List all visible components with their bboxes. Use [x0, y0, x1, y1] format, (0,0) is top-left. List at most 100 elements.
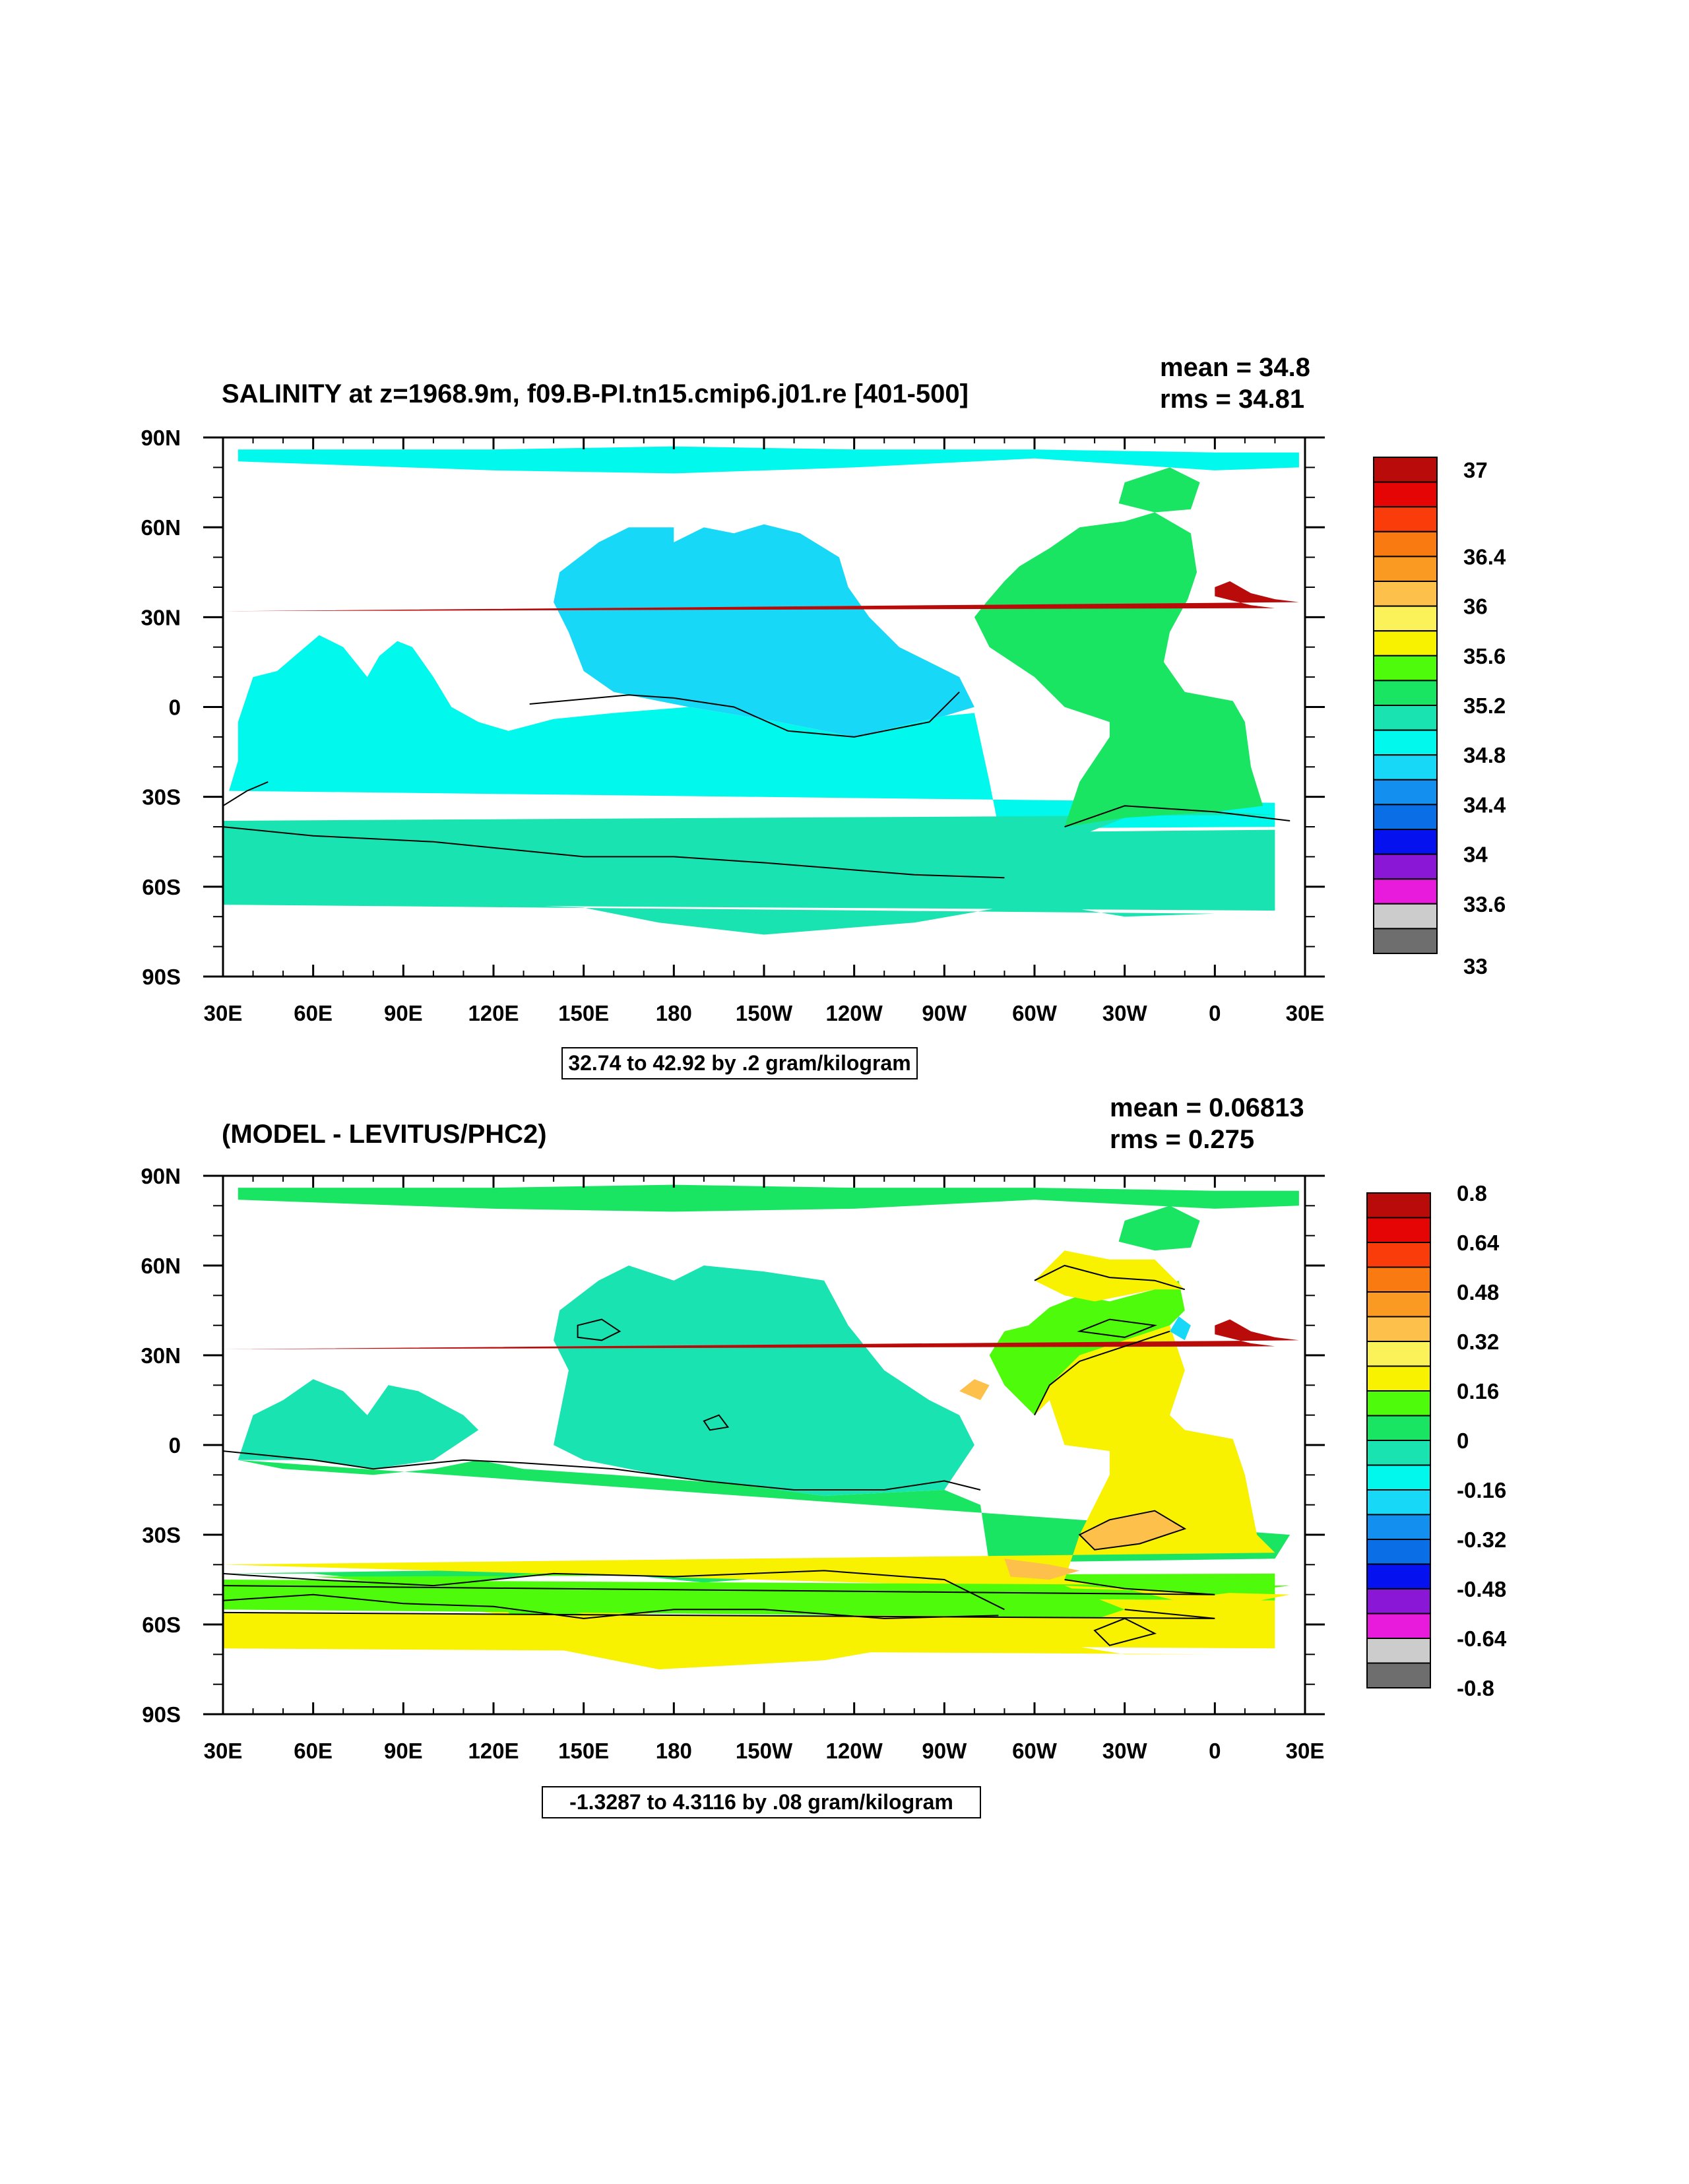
x-tick-label: 0 [1209, 1739, 1221, 1763]
y-tick-label: 30N [141, 1343, 181, 1368]
contour-loop [1093, 1617, 1157, 1646]
legend-swatch [1373, 530, 1438, 558]
contour-loop [703, 1414, 730, 1431]
legend-label: 0.48 [1457, 1280, 1499, 1304]
x-tick-label: 60W [1012, 1001, 1058, 1025]
x-tick-label: 60E [294, 1739, 333, 1763]
legend-swatch [1366, 1217, 1431, 1243]
legend-label: 0.64 [1457, 1231, 1500, 1255]
x-tick-label: 90E [384, 1001, 423, 1025]
ocean-region [959, 1379, 990, 1400]
legend-swatch [1373, 804, 1438, 831]
x-tick-label: 30E [1286, 1001, 1325, 1025]
contour-line [223, 826, 1005, 879]
legend-swatch [1366, 1415, 1431, 1441]
legend-label: 34.4 [1463, 792, 1506, 817]
contour-line [223, 1579, 1215, 1595]
legend-swatch [1373, 630, 1438, 657]
contour-line [1034, 1330, 1170, 1416]
contour-line [223, 781, 269, 807]
ocean-region [223, 1609, 1215, 1655]
y-tick-label: 60N [141, 515, 181, 540]
x-tick-label: 180 [656, 1739, 692, 1763]
legend-swatch [1373, 705, 1438, 731]
legend-label: -0.64 [1457, 1626, 1507, 1651]
legend-swatch [1366, 1440, 1431, 1466]
legend-swatch [1366, 1266, 1431, 1293]
legend-label: -0.16 [1457, 1478, 1506, 1502]
legend-swatch [1373, 779, 1438, 806]
footer-box [542, 1786, 981, 1818]
legend-swatch [1366, 1514, 1431, 1540]
x-tick-label: 30E [204, 1739, 243, 1763]
x-tick-label: 120E [468, 1001, 519, 1025]
legend-label: 33 [1463, 954, 1488, 979]
x-tick-label: 30E [204, 1001, 243, 1025]
legend-swatch [1366, 1638, 1431, 1664]
ocean-region [989, 1280, 1185, 1415]
x-tick-label: 60W [1012, 1739, 1058, 1763]
legend-swatch [1366, 1464, 1431, 1491]
mean-stat: mean = 34.8 [1160, 353, 1310, 382]
x-tick-label: 90E [384, 1739, 423, 1763]
legend-swatch [1373, 457, 1438, 483]
legend-swatch [1366, 1588, 1431, 1615]
legend-label: -0.32 [1457, 1527, 1506, 1552]
legend-swatch [1373, 853, 1438, 880]
legend-swatch [1373, 729, 1438, 756]
y-tick-label: 90S [142, 1702, 181, 1727]
legend-swatch [1373, 903, 1438, 930]
x-tick-label: 120W [826, 1739, 883, 1763]
legend-swatch [1366, 1662, 1431, 1688]
contour-line [223, 1570, 1005, 1611]
legend-swatch [1366, 1613, 1431, 1639]
legend-label: 34.8 [1463, 743, 1506, 767]
legend-label: 0.32 [1457, 1330, 1499, 1354]
x-tick-label: 30W [1102, 1001, 1148, 1025]
ocean-region [223, 812, 1275, 935]
ocean-region [1170, 1316, 1191, 1341]
legend-swatch [1373, 506, 1438, 532]
footer-box [561, 1047, 918, 1079]
x-tick-label: 30W [1102, 1739, 1148, 1763]
legend-swatch [1366, 1291, 1431, 1318]
x-tick-label: 180 [656, 1001, 692, 1025]
legend-label: 0.8 [1457, 1181, 1487, 1205]
contour-loop [1078, 1510, 1187, 1551]
legend-swatch [1366, 1489, 1431, 1516]
legend-swatch [1373, 556, 1438, 583]
ocean-region [554, 524, 974, 737]
x-tick-label: 90W [922, 1739, 967, 1763]
ocean-region [1035, 1250, 1185, 1302]
y-tick-label: 30S [142, 785, 181, 810]
legend-swatch [1366, 1316, 1431, 1342]
color-legend: 37 36.4 36 35.6 35.2 34.8 34.4 34 33.6 33 [1373, 457, 1506, 979]
ocean-region [238, 1379, 479, 1469]
legend-swatch [1373, 680, 1438, 707]
contour-line [1034, 1264, 1186, 1291]
legend-label: 34 [1463, 843, 1488, 867]
y-tick-label: 0 [169, 695, 181, 720]
salinity-map: 30E 60E 90E 120E 150E 180 150W 120W 90W 60W 30W 0 30… [141, 426, 1325, 1025]
legend-swatch [1366, 1563, 1431, 1590]
x-tick-label: 30E [1286, 1739, 1325, 1763]
legend-label: -0.8 [1457, 1676, 1494, 1700]
x-tick-label: 0 [1209, 1001, 1221, 1025]
ocean-region [1004, 1558, 1080, 1580]
legend-label: 0.16 [1457, 1379, 1499, 1403]
footer-text: -1.3287 to 4.3116 by .08 gram/kilogram [569, 1790, 953, 1814]
legend-swatch [1373, 928, 1438, 955]
difference-panel: (MODEL - LEVITUS/PHC2) mean = 0.06813 rm… [141, 1093, 1507, 1818]
y-tick-label: 0 [169, 1433, 181, 1458]
ocean-region [229, 635, 1275, 872]
legend-swatch [1366, 1341, 1431, 1367]
legend-swatch [1366, 1192, 1431, 1219]
legend-label: 0 [1457, 1429, 1469, 1453]
legend-swatch [1373, 581, 1438, 607]
y-tick-label: 30N [141, 605, 181, 629]
contour-line [1064, 805, 1291, 828]
contour-line [223, 1609, 1215, 1619]
ocean-region [238, 446, 1299, 474]
legend-label: 33.6 [1463, 892, 1506, 916]
